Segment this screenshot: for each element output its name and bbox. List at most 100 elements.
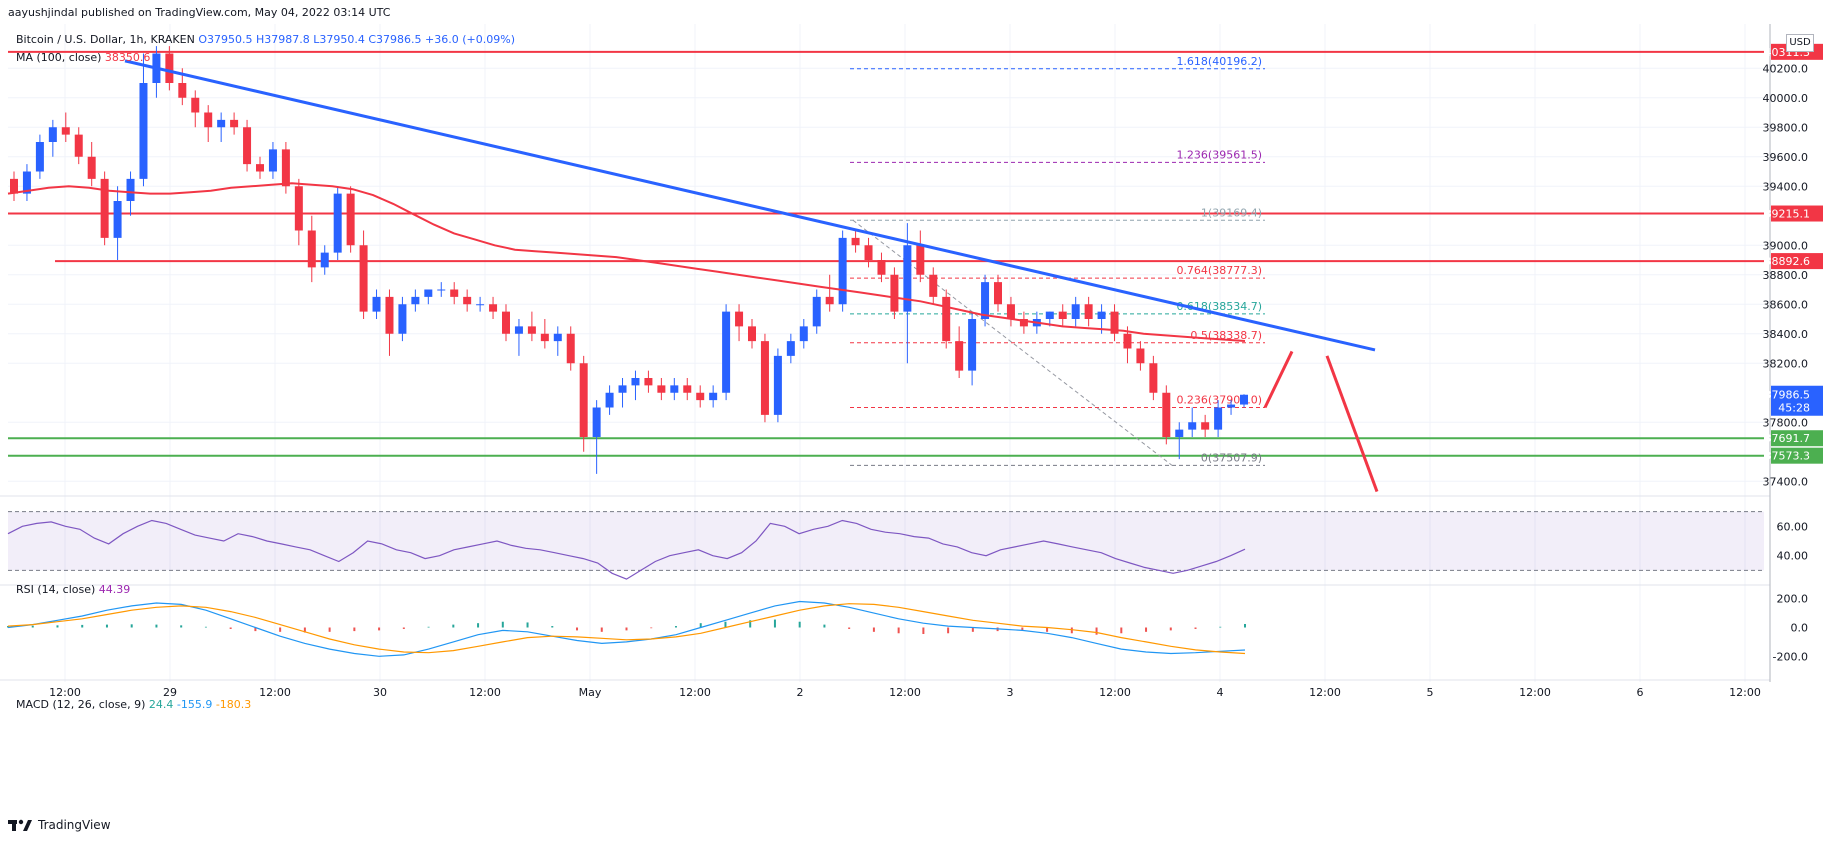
- price-tick-label: 40200.0: [1763, 62, 1809, 75]
- candle-body: [320, 252, 329, 268]
- candle-body: [333, 193, 342, 253]
- candle-body: [1162, 392, 1171, 437]
- candle-body: [165, 53, 174, 83]
- ohlc-change: +36.0 (+0.09%): [425, 33, 515, 46]
- candle-body: [929, 274, 938, 297]
- price-tick-label: 40000.0: [1763, 92, 1809, 105]
- candle-body: [139, 83, 148, 179]
- candle-body: [851, 237, 860, 246]
- candle-body: [890, 274, 899, 312]
- price-tick-label: 37400.0: [1763, 475, 1809, 488]
- candle-body: [450, 289, 459, 297]
- price-tick-label: 37800.0: [1763, 416, 1809, 429]
- candle-body: [709, 392, 718, 401]
- candle-body: [786, 341, 795, 356]
- price-badge-label: 37691.7: [1765, 432, 1811, 445]
- fib-level-label: 1.618(40196.2): [1176, 55, 1262, 68]
- candle-body: [1019, 319, 1028, 327]
- candle-body: [489, 304, 498, 312]
- ohlc-high: H37987.8: [255, 33, 310, 46]
- candle-body: [126, 178, 135, 201]
- candle-body: [372, 296, 381, 312]
- fib-level-label: 0(37507.9): [1201, 451, 1262, 464]
- candle-body: [178, 83, 187, 98]
- candle-body: [1240, 394, 1248, 405]
- candle-body: [644, 378, 653, 386]
- candle-body: [1084, 304, 1093, 319]
- candle-body: [87, 156, 96, 179]
- time-tick-label: 12:00: [1309, 686, 1341, 699]
- candle-body: [1110, 311, 1119, 334]
- time-tick-label: 12:00: [889, 686, 921, 699]
- time-tick-label: 4: [1217, 686, 1224, 699]
- price-badge-countdown: 45:28: [1778, 402, 1810, 415]
- candle-body: [722, 311, 731, 393]
- candle-body: [968, 319, 977, 371]
- time-tick-label: 12:00: [49, 686, 81, 699]
- candle-body: [294, 186, 303, 231]
- price-tick-label: 39000.0: [1763, 239, 1809, 252]
- candle-body: [903, 245, 912, 312]
- candle-body: [916, 245, 925, 275]
- candle-body: [955, 341, 964, 371]
- rsi-label: RSI (14, close): [16, 583, 96, 596]
- price-tick-label: 38800.0: [1763, 269, 1809, 282]
- macd-tick-label: -200.0: [1773, 650, 1808, 663]
- time-tick-label: 30: [373, 686, 387, 699]
- macd-label: MACD (12, 26, close, 9): [16, 698, 146, 711]
- price-tick-label: 38600.0: [1763, 298, 1809, 311]
- price-badge-label: 37573.3: [1765, 450, 1811, 463]
- candle-body: [1227, 404, 1236, 408]
- candle-body: [981, 282, 990, 319]
- candle-body: [307, 230, 316, 268]
- price-tick-label: 38400.0: [1763, 328, 1809, 341]
- publish-header: aayushjindal published on TradingView.co…: [8, 6, 391, 19]
- candle-body: [385, 296, 394, 334]
- candle-body: [35, 142, 44, 172]
- candle-body: [566, 333, 575, 364]
- price-badge: [1771, 430, 1823, 447]
- candle-body: [424, 289, 433, 297]
- ma-label: MA (100, close): [16, 51, 102, 64]
- candle-body: [61, 127, 70, 135]
- ohlc-close: C37986.5: [368, 33, 422, 46]
- candle-body: [1006, 304, 1015, 319]
- time-tick-label: 6: [1637, 686, 1644, 699]
- candle-body: [1123, 333, 1132, 349]
- candle-body: [437, 289, 446, 291]
- ma-legend: MA (100, close) 38350.6: [16, 51, 150, 64]
- candle-body: [502, 311, 510, 334]
- candle-body: [942, 296, 951, 342]
- candle-body: [113, 201, 122, 238]
- fib-level-label: 0.764(38777.3): [1176, 264, 1262, 277]
- candle-body: [1188, 422, 1197, 430]
- candle-body: [74, 134, 83, 157]
- footer-brand: TradingView: [8, 818, 111, 832]
- ohlc-low: L37950.4: [313, 33, 365, 46]
- candle-body: [1136, 348, 1145, 364]
- candle-body: [618, 385, 627, 393]
- candle-body: [605, 392, 614, 408]
- candle-body: [838, 237, 847, 305]
- price-badge-label: 37986.5: [1765, 389, 1811, 402]
- price-badge: [1771, 205, 1823, 222]
- macd-signal-line: [7, 603, 1246, 655]
- candle-body: [398, 304, 407, 334]
- candle-body: [735, 311, 744, 327]
- ohlc-open: O37950.5: [198, 33, 253, 46]
- candle-body: [204, 112, 213, 128]
- price-axis: 40200.0 40000.0 39800.0 39600.0 39400.0 39000…: [1763, 62, 1809, 488]
- symbol-name: Bitcoin / U.S. Dollar, 1h, KRAKEN: [16, 33, 195, 46]
- candle-body: [1097, 311, 1106, 319]
- candle-body: [812, 296, 821, 327]
- price-badge-label: 38892.6: [1765, 255, 1811, 268]
- currency-badge[interactable]: USD: [1786, 34, 1814, 52]
- ma-value: 38350.6: [104, 51, 151, 64]
- fib-level-label: 1(39169.4): [1201, 206, 1262, 219]
- time-tick-label: 2: [797, 686, 804, 699]
- footer-brand-text: TradingView: [38, 818, 111, 832]
- candle-body: [1201, 422, 1210, 430]
- candle-body: [579, 363, 588, 437]
- fibonacci-levels: 1.618(40196.2) 1.236(39561.5) 1(39169.4) 0.…: [850, 55, 1265, 466]
